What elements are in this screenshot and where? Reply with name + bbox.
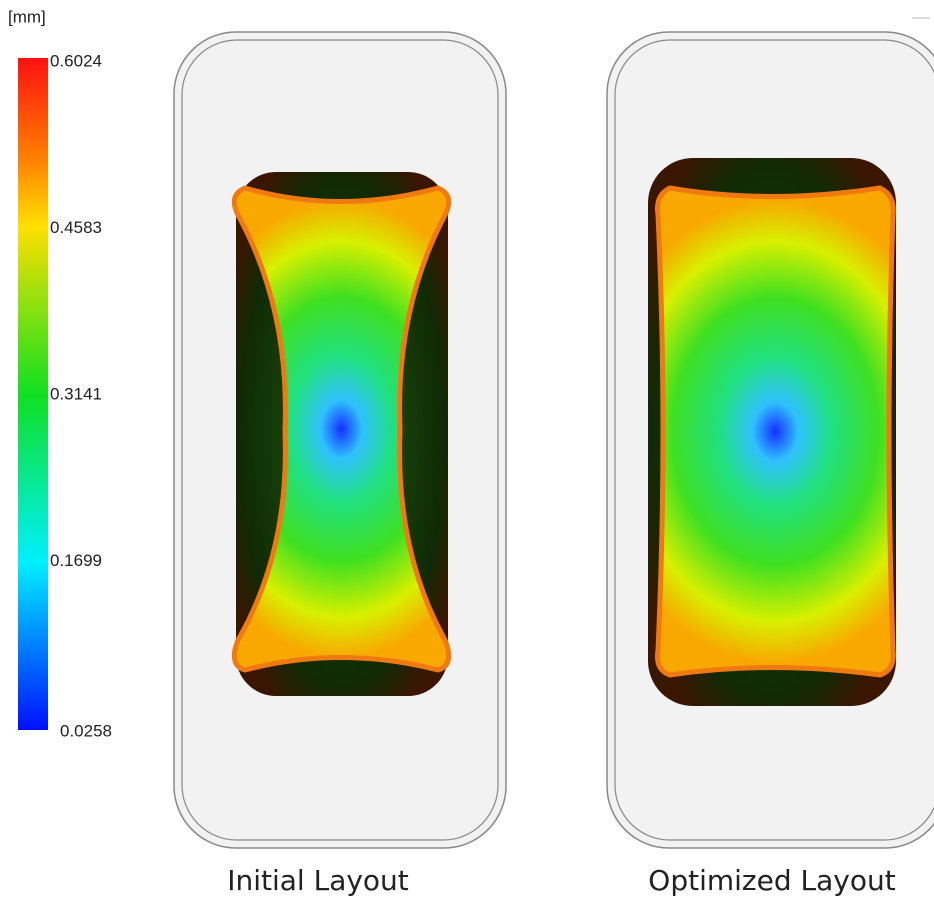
colorbar-tick-label: 0.0258 (60, 721, 112, 740)
panel-initial: Initial Layout (174, 32, 506, 897)
colorbar (18, 58, 48, 730)
colorbar-tick-label: 0.1699 (50, 551, 102, 570)
colorbar-ticks: 0.6024 0.4583 0.3141 0.1699 0.0258 (50, 51, 112, 740)
colorbar-tick-label: 0.6024 (50, 51, 102, 70)
colorbar-unit: [mm] (8, 7, 46, 26)
colorbar-tick-label: 0.3141 (50, 384, 102, 403)
panel-optimized: Optimized Layout (607, 32, 934, 897)
figure: [mm] 0.6024 0.4583 0.3141 0.1699 0.0258 Init… (0, 0, 934, 907)
colorbar-tick-label: 0.4583 (50, 218, 102, 237)
part-surface (658, 188, 894, 675)
caption: Optimized Layout (648, 864, 895, 897)
caption: Initial Layout (227, 864, 409, 897)
